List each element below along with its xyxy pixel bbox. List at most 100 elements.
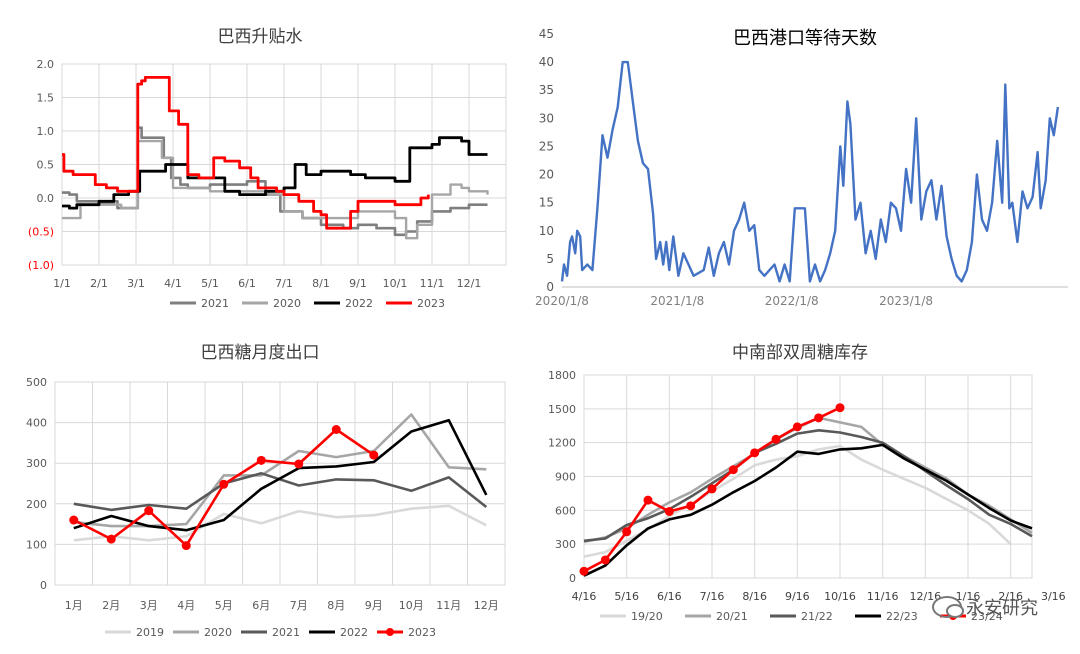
y-tick-label: 300: [26, 457, 47, 470]
y-tick-label: 1800: [548, 369, 576, 382]
x-tick-label: 6/16: [657, 590, 682, 603]
y-tick-label: 0: [546, 280, 554, 294]
x-tick-label: 3/1: [127, 277, 145, 290]
y-tick-label: 20: [539, 168, 554, 182]
x-tick-label: 4/1: [164, 277, 182, 290]
x-tick-label: 9月: [365, 599, 383, 612]
x-tick-label: 7/16: [700, 590, 725, 603]
series-line: [62, 139, 489, 240]
y-tick-label: 30: [539, 111, 554, 125]
y-tick-label: 0.0: [37, 192, 55, 205]
x-tick-label: 5/16: [614, 590, 639, 603]
wechat-icon: [932, 596, 964, 618]
series-marker: [728, 465, 738, 475]
chart-panel-c3: 巴西糖月度出口 500 400 300 200 100 0 1月 2月 3月 4月 5月 6月 7月 8月 9…: [0, 330, 520, 654]
legend-label: 22/23: [886, 610, 918, 623]
x-tick-label: 2022/1/8: [765, 294, 819, 308]
x-tick-label: 6月: [252, 599, 270, 612]
series-line: [583, 443, 1033, 577]
x-tick-label: 2020/1/8: [535, 294, 589, 308]
x-tick-label: 3月: [140, 599, 158, 612]
chart-title: 中南部双周糖库存: [732, 343, 868, 363]
y-tick-label: 1200: [548, 437, 576, 450]
legend-label: 2022: [340, 626, 368, 639]
x-tick-label: 4/16: [572, 590, 597, 603]
series-marker: [707, 484, 717, 494]
x-tick-label: 9/16: [785, 590, 810, 603]
x-tick-label: 5/1: [201, 277, 219, 290]
y-tick-label: 5: [546, 252, 554, 266]
legend-label: 2023: [417, 297, 445, 310]
x-tick-label: 4月: [177, 599, 195, 612]
y-tick-label: 15: [539, 196, 554, 210]
x-tick-label: 2/16: [998, 590, 1023, 603]
x-tick-label: 10月: [399, 599, 424, 612]
legend-label: 2022: [345, 297, 373, 310]
y-tick-label: 500: [26, 376, 47, 389]
y-tick-label: 1.5: [37, 92, 55, 105]
series-marker: [835, 403, 845, 413]
series-line: [62, 76, 430, 230]
x-tick-label: 2/1: [90, 277, 108, 290]
series-marker: [643, 495, 653, 505]
x-tick-label: 1/16: [956, 590, 981, 603]
chart-panel-c2: 巴西港口等待天数 45 40 35 30 25 20 15 10 5 0 2020/1/8 2021/1…: [520, 0, 1080, 325]
chart-title: 巴西港口等待天数: [733, 28, 877, 49]
x-tick-label: 2021/1/8: [650, 294, 704, 308]
x-tick-label: 12月: [474, 599, 499, 612]
x-tick-label: 8/1: [312, 277, 330, 290]
series-marker: [792, 422, 802, 432]
legend-label: 2020: [273, 297, 301, 310]
x-tick-label: 12/16: [909, 590, 941, 603]
series-marker: [686, 501, 696, 511]
legend-label: 2019: [136, 626, 164, 639]
x-tick-label: 10/1: [383, 277, 408, 290]
series-marker: [814, 413, 824, 423]
x-tick-label: 11/16: [867, 590, 899, 603]
series-marker: [579, 566, 589, 576]
legend-label: 2023: [408, 626, 436, 639]
series-marker: [771, 434, 781, 444]
y-tick-label: 2.0: [37, 58, 55, 71]
chart-c3: 巴西糖月度出口 500 400 300 200 100 0 1月 2月 3月 4月 5月 6月 7月 8月 9…: [26, 343, 506, 639]
x-tick-label: 8/16: [742, 590, 767, 603]
series-marker: [600, 555, 610, 565]
chart-panel-c1: 巴西升贴水 2.0 1.5 1.0 0.5 0.0 (0.5) (1.0) 1/1 2/1 3/1 4…: [0, 0, 520, 325]
series-line: [560, 60, 1060, 283]
x-tick-label: 7/1: [275, 277, 293, 290]
x-tick-label: 12/1: [457, 277, 482, 290]
y-tick-label: 0: [569, 572, 576, 585]
series-marker: [69, 515, 79, 525]
legend-label: 2021: [201, 297, 229, 310]
legend-label: 19/20: [631, 610, 663, 623]
y-tick-label: 200: [26, 498, 47, 511]
x-tick-label: 11/1: [420, 277, 445, 290]
series-line: [73, 504, 487, 542]
chart-c1: 巴西升贴水 2.0 1.5 1.0 0.5 0.0 (0.5) (1.0) 1/1 2/1 3/1 4…: [28, 27, 507, 310]
series-marker: [144, 506, 154, 516]
series-marker: [294, 459, 304, 469]
series-marker: [331, 425, 341, 435]
x-tick-label: 5月: [215, 599, 233, 612]
legend-label: 23/24: [971, 610, 1003, 623]
y-tick-label: 45: [539, 27, 554, 41]
chart-c4: 中南部双周糖库存 1800 1500 1200 900 600 300 0 4/16 5/16 6/…: [548, 343, 1066, 623]
y-tick-label: 400: [26, 417, 47, 430]
legend-marker: [386, 628, 394, 636]
x-tick-label: 2023/1/8: [879, 294, 933, 308]
y-tick-label: 1500: [548, 403, 576, 416]
x-tick-label: 3/16: [1041, 590, 1066, 603]
series-line: [73, 418, 488, 532]
x-tick-label: 8月: [327, 599, 345, 612]
series-marker: [369, 450, 379, 460]
y-tick-label: 35: [539, 83, 554, 97]
x-tick-label: 6/1: [238, 277, 256, 290]
series-marker: [622, 527, 632, 537]
y-tick-label: 25: [539, 139, 554, 153]
series-line: [583, 429, 1033, 543]
y-tick-label: 300: [555, 538, 576, 551]
chart-title: 巴西升贴水: [218, 27, 303, 47]
x-tick-label: 11月: [436, 599, 461, 612]
watermark-text: 永安研究: [966, 598, 1038, 619]
